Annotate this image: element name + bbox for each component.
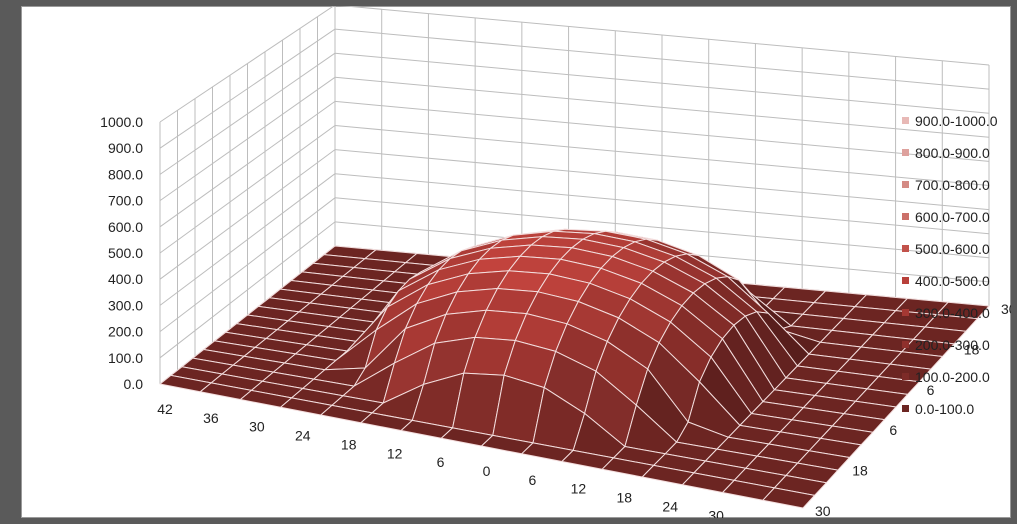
- legend-swatch: [902, 341, 909, 348]
- legend-label: 700.0-800.0: [915, 177, 990, 193]
- z-tick-label: 700.0: [108, 193, 143, 209]
- chart-legend: 900.0-1000.0 800.0-900.0 700.0-800.0 600.0-…: [902, 113, 998, 417]
- x-tick-label: 24: [662, 498, 678, 514]
- grid-line: [334, 149, 990, 211]
- legend-swatch: [902, 117, 909, 124]
- chart-area: 0.0 100.0 200.0 300.0 400.0 500.0 600.0 700.0 80…: [21, 6, 1011, 518]
- legend-swatch: [902, 405, 909, 412]
- legend-label: 800.0-900.0: [915, 145, 990, 161]
- z-tick-label: 500.0: [108, 245, 143, 261]
- legend-label: 200.0-300.0: [915, 337, 990, 353]
- y-tick-label: 6: [889, 422, 897, 438]
- y-tick-label: 30: [815, 503, 831, 518]
- grid-line: [340, 6, 990, 66]
- grid-line: [159, 221, 336, 359]
- grid-line: [159, 28, 336, 149]
- surface-mesh: [159, 228, 990, 509]
- legend-label: 100.0-200.0: [915, 369, 990, 385]
- grid-line: [334, 28, 990, 90]
- surface-chart: 0.0 100.0 200.0 300.0 400.0 500.0 600.0 700.0 80…: [100, 6, 1011, 518]
- legend-label: 300.0-400.0: [915, 305, 990, 321]
- y-tick-label: 6: [927, 382, 935, 398]
- grid-line: [159, 6, 335, 123]
- x-tick-label: 42: [157, 401, 173, 417]
- legend-swatch: [902, 373, 909, 380]
- x-tick-label: 36: [203, 410, 219, 426]
- x-tick-label: 12: [571, 481, 587, 497]
- z-axis-labels: 0.0 100.0 200.0 300.0 400.0 500.0 600.0 700.0 80…: [100, 114, 143, 392]
- grid-line: [159, 197, 336, 332]
- legend-label: 900.0-1000.0: [915, 113, 998, 129]
- x-tick-label: 24: [295, 428, 311, 444]
- grid-line: [159, 52, 336, 175]
- z-tick-label: 300.0: [108, 297, 143, 313]
- x-tick-label: 30: [708, 507, 724, 518]
- z-tick-label: 200.0: [108, 324, 143, 340]
- grid-line: [334, 173, 990, 235]
- grid-line: [159, 76, 336, 202]
- legend-swatch: [902, 245, 909, 252]
- legend-swatch: [902, 277, 909, 284]
- legend-swatch: [902, 309, 909, 316]
- grid-line: [334, 197, 990, 259]
- grid-line: [334, 76, 990, 138]
- x-tick-label: 36: [754, 516, 770, 518]
- legend-swatch: [902, 181, 909, 188]
- legend-label: 0.0-100.0: [915, 401, 974, 417]
- z-tick-label: 800.0: [108, 166, 143, 182]
- z-tick-label: 400.0: [108, 271, 143, 287]
- x-tick-label: 12: [387, 445, 403, 461]
- grid-line: [334, 52, 990, 114]
- z-tick-label: 100.0: [108, 350, 143, 366]
- grid-line: [334, 125, 990, 186]
- z-tick-label: 900.0: [108, 140, 143, 156]
- legend-swatch: [902, 213, 909, 220]
- x-tick-label: 6: [529, 472, 537, 488]
- legend-label: 500.0-600.0: [915, 241, 990, 257]
- x-tick-label: 0: [483, 463, 491, 479]
- x-tick-label: 18: [616, 490, 632, 506]
- x-tick-label: 18: [341, 436, 357, 452]
- y-axis-labels: 30 18 6 6 18 30: [815, 301, 1011, 518]
- grid-line: [159, 149, 336, 280]
- z-tick-label: 0.0: [124, 376, 144, 392]
- legend-swatch: [902, 149, 909, 156]
- legend-label: 600.0-700.0: [915, 209, 990, 225]
- z-tick-label: 1000.0: [100, 114, 143, 130]
- z-tick-label: 600.0: [108, 219, 143, 235]
- x-tick-label: 6: [437, 454, 445, 470]
- legend-label: 400.0-500.0: [915, 273, 990, 289]
- x-tick-label: 30: [249, 419, 265, 435]
- surface-patch: [762, 487, 816, 509]
- y-tick-label: 30: [1001, 301, 1011, 317]
- grid-line: [159, 173, 336, 306]
- grid-line: [159, 100, 336, 228]
- grid-line: [334, 100, 990, 162]
- grid-line: [159, 125, 336, 254]
- y-tick-label: 18: [964, 341, 980, 357]
- x-axis-labels: 423630241812606121824303642: [157, 401, 770, 518]
- y-tick-label: 18: [852, 463, 868, 479]
